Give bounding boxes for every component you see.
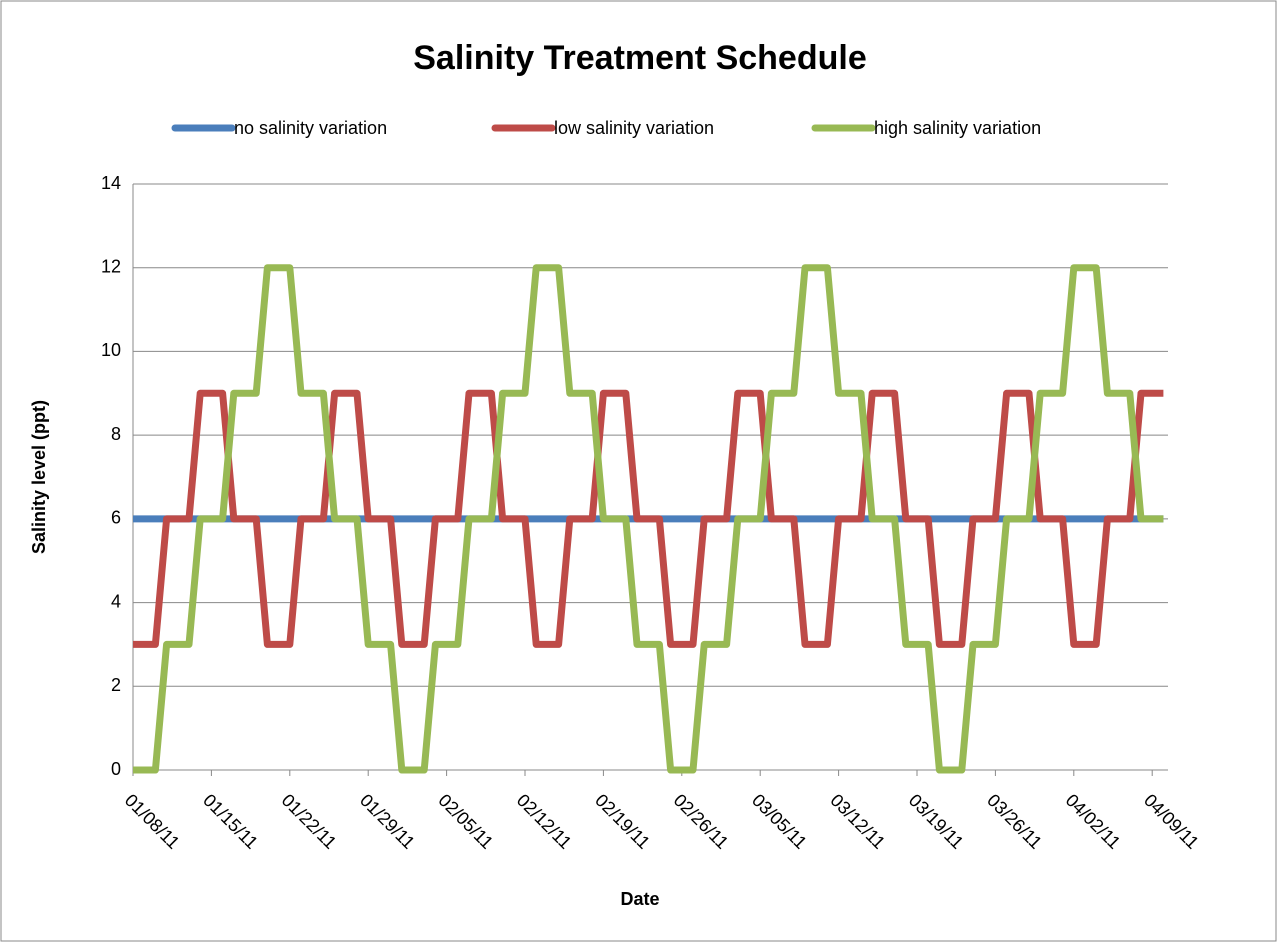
legend-label: high salinity variation [874,118,1041,138]
legend-label: no salinity variation [234,118,387,138]
x-axis-label: Date [620,889,659,909]
y-tick-label: 10 [101,340,121,360]
series-line [133,264,1164,774]
y-tick-label: 4 [111,591,121,611]
y-tick-label: 2 [111,675,121,695]
y-tick-label: 0 [111,759,121,779]
chart-title: Salinity Treatment Schedule [413,39,866,77]
y-tick-label: 14 [101,173,121,193]
series-line [133,389,1164,648]
y-tick-label: 8 [111,424,121,444]
y-tick-label: 12 [101,256,121,276]
legend-label: low salinity variation [554,118,714,138]
y-tick-label: 6 [111,508,121,528]
y-axis-label: Salinity level (ppt) [29,400,49,554]
